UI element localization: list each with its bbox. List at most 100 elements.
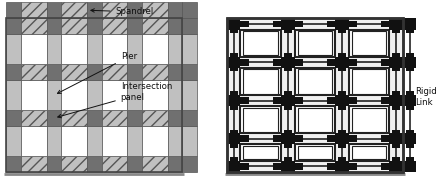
Bar — [240, 59, 248, 66]
Bar — [141, 110, 167, 126]
Bar — [127, 34, 141, 64]
Bar — [87, 110, 102, 126]
Bar — [61, 126, 87, 156]
Bar — [167, 110, 182, 126]
Bar — [6, 64, 21, 80]
Bar — [389, 161, 402, 172]
Bar — [167, 18, 182, 34]
Bar — [280, 18, 294, 30]
Bar — [226, 133, 240, 145]
Bar — [240, 20, 248, 27]
Bar — [46, 110, 61, 126]
Bar — [167, 156, 182, 172]
Bar — [182, 18, 197, 34]
Bar — [389, 18, 402, 30]
Bar — [405, 106, 413, 110]
Bar — [334, 161, 348, 172]
Bar — [380, 20, 389, 27]
Bar — [351, 69, 385, 94]
Bar — [46, 18, 61, 34]
Bar — [272, 20, 280, 27]
Bar — [229, 68, 237, 72]
Bar — [102, 34, 127, 64]
Bar — [389, 133, 402, 145]
Bar — [334, 18, 348, 30]
Bar — [240, 135, 248, 142]
Bar — [348, 145, 389, 161]
Bar — [294, 106, 334, 133]
Bar — [229, 130, 237, 133]
Bar — [229, 106, 237, 110]
Bar — [127, 126, 141, 156]
Bar — [240, 106, 280, 133]
Bar — [326, 20, 334, 27]
Bar — [21, 64, 46, 80]
Bar — [87, 64, 102, 80]
Bar — [283, 106, 291, 110]
Bar — [141, 126, 167, 156]
Bar — [337, 53, 345, 57]
Bar — [240, 145, 280, 161]
Bar — [182, 126, 197, 156]
Bar — [182, 156, 197, 172]
Bar — [348, 135, 356, 142]
Bar — [127, 110, 141, 126]
Bar — [226, 95, 240, 106]
Bar — [102, 126, 127, 156]
Bar — [405, 68, 413, 72]
Bar — [405, 53, 413, 57]
Bar — [167, 2, 182, 18]
Bar — [167, 64, 182, 80]
Bar — [389, 57, 402, 68]
Bar — [226, 57, 240, 68]
Bar — [226, 18, 240, 30]
Bar — [102, 156, 127, 172]
Bar — [141, 64, 167, 80]
Bar — [272, 97, 280, 104]
Bar — [348, 97, 356, 104]
Bar — [240, 97, 248, 104]
Bar — [141, 34, 167, 64]
Bar — [391, 68, 399, 72]
Bar — [127, 156, 141, 172]
Bar — [402, 20, 410, 27]
Bar — [87, 156, 102, 172]
Bar — [348, 106, 389, 133]
Bar — [226, 18, 402, 172]
Bar — [226, 161, 240, 172]
Bar — [297, 31, 332, 55]
Bar — [337, 30, 345, 33]
Bar — [102, 110, 127, 126]
Bar — [6, 156, 21, 172]
Bar — [294, 30, 334, 57]
Bar — [326, 97, 334, 104]
Bar — [21, 80, 46, 110]
Bar — [351, 31, 385, 55]
Bar — [351, 108, 385, 132]
Bar — [283, 30, 291, 33]
Bar — [102, 80, 127, 110]
Bar — [6, 18, 21, 34]
Bar — [102, 64, 127, 80]
Bar — [141, 80, 167, 110]
Bar — [297, 108, 332, 132]
Bar — [294, 135, 302, 142]
Bar — [405, 157, 413, 161]
Bar — [46, 2, 61, 18]
Bar — [141, 18, 167, 34]
Bar — [46, 34, 61, 64]
Bar — [402, 163, 410, 170]
Bar — [46, 156, 61, 172]
Bar — [87, 126, 102, 156]
Bar — [21, 126, 46, 156]
Bar — [402, 135, 410, 142]
Bar — [326, 59, 334, 66]
Bar — [229, 91, 237, 95]
Bar — [6, 80, 21, 110]
Bar — [391, 53, 399, 57]
Bar — [334, 95, 348, 106]
Bar — [6, 2, 21, 18]
Bar — [391, 157, 399, 161]
Bar — [405, 91, 413, 95]
Bar — [348, 68, 389, 95]
